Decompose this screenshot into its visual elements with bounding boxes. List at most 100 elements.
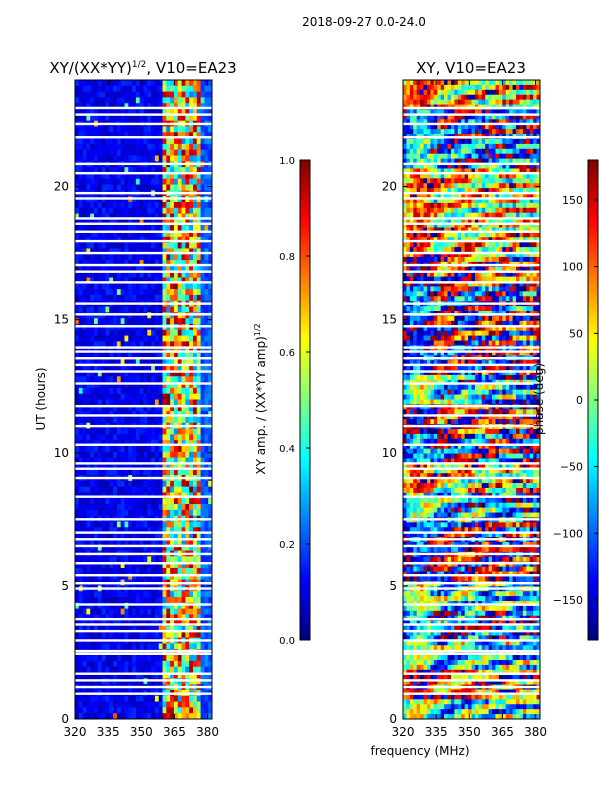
phase-cell bbox=[485, 129, 490, 135]
phase-cell bbox=[512, 178, 517, 184]
amplitude-cell bbox=[147, 364, 152, 371]
amplitude-cell bbox=[147, 509, 152, 517]
amplitude-cell bbox=[82, 114, 87, 122]
amplitude-cell bbox=[75, 533, 80, 540]
amplitude-cell bbox=[192, 445, 198, 453]
amplitude-cell bbox=[113, 655, 118, 662]
amplitude-cell bbox=[196, 498, 202, 505]
amplitude-cell bbox=[128, 358, 133, 366]
amplitude-cell bbox=[151, 416, 156, 424]
amplitude-cell bbox=[200, 225, 205, 232]
amplitude-cell bbox=[166, 289, 171, 296]
amplitude-cell bbox=[113, 591, 118, 598]
amplitude-cell bbox=[101, 480, 106, 488]
amplitude-cell bbox=[116, 440, 122, 447]
amplitude-cell bbox=[204, 521, 209, 528]
amplitude-cell bbox=[151, 329, 156, 337]
amplitude-cell bbox=[75, 329, 80, 337]
amplitude-cell bbox=[128, 701, 133, 708]
amplitude-cell bbox=[196, 103, 202, 110]
phase-cell bbox=[433, 99, 438, 106]
amplitude-cell bbox=[78, 167, 84, 174]
amplitude-cell bbox=[170, 260, 175, 267]
amplitude-cell bbox=[204, 178, 209, 186]
amplitude-cell bbox=[109, 178, 114, 186]
amplitude-cell bbox=[208, 143, 212, 151]
amplitude-cell bbox=[185, 318, 190, 325]
amplitude-cell bbox=[78, 294, 84, 302]
amplitude-cell bbox=[143, 271, 148, 279]
amplitude-cell bbox=[208, 109, 212, 116]
amplitude-cell bbox=[170, 626, 175, 633]
amplitude-cell bbox=[109, 283, 114, 290]
amplitude-cell bbox=[204, 393, 209, 400]
amplitude-cell bbox=[82, 713, 87, 719]
amplitude-cell bbox=[204, 567, 209, 575]
amplitude-cell bbox=[170, 376, 175, 383]
phase-cell bbox=[444, 163, 449, 169]
amplitude-cell bbox=[143, 631, 148, 639]
amplitude-cell bbox=[86, 289, 91, 296]
amplitude-cell bbox=[86, 504, 91, 511]
amplitude-cell bbox=[128, 614, 133, 621]
phase-cell bbox=[495, 99, 500, 106]
phase-cell bbox=[447, 129, 452, 135]
amplitude-cell bbox=[173, 335, 179, 342]
amplitude-cell bbox=[162, 213, 167, 220]
amplitude-cell bbox=[139, 248, 144, 255]
amplitude-cell bbox=[181, 440, 186, 447]
amplitude-cell bbox=[200, 533, 205, 540]
amplitude-cell bbox=[113, 213, 118, 220]
phase-cell bbox=[516, 138, 520, 145]
amplitude-cell bbox=[109, 149, 114, 157]
phase-cell bbox=[481, 153, 486, 160]
amplitude-cell bbox=[189, 707, 194, 714]
phase-cell bbox=[474, 124, 479, 130]
amplitude-cell bbox=[113, 271, 118, 279]
amplitude-cell bbox=[101, 405, 106, 412]
phase-cell bbox=[488, 89, 493, 96]
amplitude-cell bbox=[101, 312, 106, 319]
amplitude-cell bbox=[139, 109, 144, 116]
amplitude-cell bbox=[200, 172, 205, 180]
amplitude-cell bbox=[143, 405, 148, 412]
amplitude-cell bbox=[132, 167, 137, 174]
amplitude-cell bbox=[97, 434, 103, 441]
amplitude-cell bbox=[82, 97, 87, 104]
amplitude-cell bbox=[78, 660, 84, 668]
phase-cell bbox=[413, 124, 418, 130]
amplitude-cell bbox=[124, 265, 129, 273]
amplitude-cell bbox=[185, 341, 190, 348]
amplitude-cell bbox=[86, 85, 91, 93]
phase-cell bbox=[481, 119, 486, 125]
amplitude-cell bbox=[192, 573, 198, 581]
amplitude-cell bbox=[151, 294, 156, 302]
amplitude-cell bbox=[78, 254, 84, 261]
phase-cell bbox=[461, 163, 466, 169]
amplitude-cell bbox=[105, 341, 110, 348]
amplitude-cell bbox=[185, 428, 190, 435]
amplitude-colorbar: 0.00.20.40.60.81.0 XY amp. / (XX*YY amp)… bbox=[253, 156, 311, 647]
phase-cell bbox=[447, 109, 452, 115]
amplitude-cell bbox=[177, 562, 183, 569]
amplitude-cell bbox=[185, 544, 190, 552]
phase-cell bbox=[529, 119, 534, 125]
amplitude-cell bbox=[158, 469, 164, 476]
amplitude-cell bbox=[82, 562, 87, 569]
amplitude-cell bbox=[82, 428, 87, 435]
amplitude-cell bbox=[94, 649, 99, 656]
amplitude-cell bbox=[120, 80, 125, 87]
amplitude-cell bbox=[116, 602, 122, 610]
amplitude-cell bbox=[181, 143, 186, 151]
amplitude-cell bbox=[204, 155, 209, 162]
amplitude-cell bbox=[139, 597, 144, 604]
phase-cell bbox=[526, 119, 531, 125]
amplitude-cell bbox=[177, 527, 183, 534]
amplitude-cell bbox=[124, 312, 129, 319]
phase-cell bbox=[536, 99, 540, 106]
amplitude-cell bbox=[116, 109, 122, 116]
phase-cell bbox=[516, 168, 520, 174]
amplitude-cell bbox=[82, 329, 87, 337]
amplitude-cell bbox=[181, 562, 186, 569]
phase-cell bbox=[444, 153, 449, 160]
